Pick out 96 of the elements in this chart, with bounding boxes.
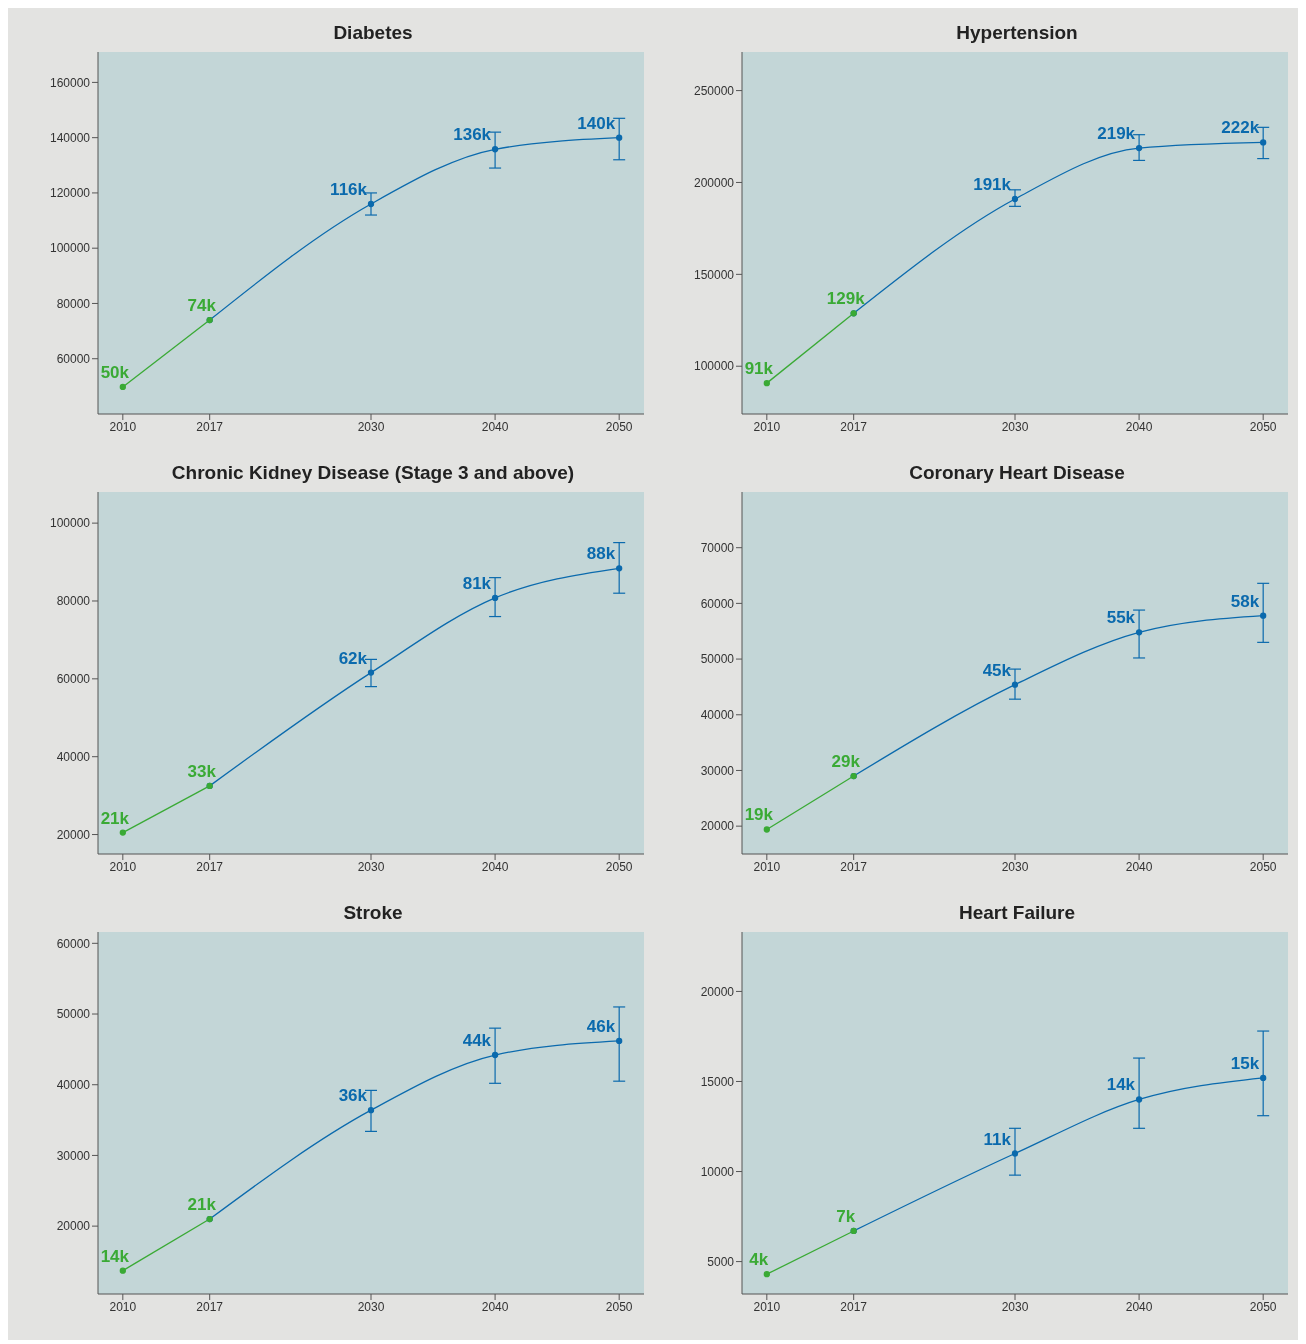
y-tick-label: 140000 [49, 130, 91, 145]
data-label: 46k [586, 1016, 616, 1036]
chart-title: Diabetes [332, 22, 414, 44]
data-label: 4k [749, 1250, 769, 1270]
data-label: 45k [982, 660, 1012, 680]
y-tick-label: 100000 [49, 241, 91, 256]
x-tick-label: 2040 [1125, 419, 1153, 434]
x-tick-label: 2050 [605, 859, 633, 874]
x-tick-label: 2017 [840, 1299, 868, 1314]
x-tick-label: 2017 [196, 1299, 224, 1314]
y-tick-label: 160000 [49, 75, 91, 90]
data-label: 50k [100, 362, 130, 382]
data-label: 222k [1221, 118, 1260, 138]
data-label: 81k [462, 573, 492, 593]
data-label: 19k [744, 805, 774, 825]
data-label: 191k [973, 175, 1012, 195]
x-tick-label: 2017 [196, 859, 224, 874]
x-tick-label: 2030 [1001, 419, 1029, 434]
data-label: 21k [100, 808, 130, 828]
y-tick-label: 50000 [700, 652, 735, 667]
x-tick-label: 2030 [357, 859, 385, 874]
data-label: 55k [1106, 608, 1136, 628]
data-label: 136k [453, 125, 492, 145]
data-label: 33k [187, 761, 217, 781]
data-label: 7k [836, 1206, 856, 1226]
y-tick-label: 80000 [56, 594, 91, 609]
y-tick-label: 50000 [56, 1007, 91, 1022]
chart-title: Chronic Kidney Disease (Stage 3 and above) [170, 462, 576, 484]
data-label: 14k [100, 1246, 130, 1266]
data-label: 219k [1097, 124, 1136, 144]
y-tick-label: 20000 [700, 819, 735, 834]
x-tick-label: 2050 [605, 419, 633, 434]
y-tick-label: 20000 [56, 1219, 91, 1234]
y-tick-label: 100000 [49, 516, 91, 531]
x-tick-label: 2030 [357, 419, 385, 434]
x-tick-label: 2030 [1001, 859, 1029, 874]
y-tick-label: 200000 [693, 175, 735, 190]
data-label: 129k [826, 289, 866, 309]
x-tick-label: 2030 [357, 1299, 385, 1314]
data-label: 88k [586, 544, 616, 564]
x-tick-label: 2040 [1125, 859, 1153, 874]
x-tick-label: 2010 [109, 859, 137, 874]
data-label: 29k [831, 752, 861, 772]
y-tick-label: 100000 [693, 359, 735, 374]
y-tick-label: 40000 [700, 708, 735, 723]
data-label: 14k [1106, 1075, 1136, 1095]
x-tick-label: 2010 [109, 1299, 137, 1314]
data-label: 44k [462, 1031, 492, 1051]
data-label: 91k [744, 359, 774, 379]
y-tick-label: 250000 [693, 83, 735, 98]
data-label: 140k [577, 113, 616, 133]
x-tick-label: 2010 [753, 859, 781, 874]
x-tick-label: 2050 [1249, 1299, 1277, 1314]
y-tick-label: 20000 [700, 984, 735, 999]
y-tick-label: 60000 [56, 351, 91, 366]
chart-title: Hypertension [955, 22, 1079, 44]
x-tick-label: 2010 [109, 419, 137, 434]
x-tick-label: 2010 [753, 419, 781, 434]
y-tick-label: 60000 [700, 596, 735, 611]
y-tick-label: 10000 [700, 1164, 735, 1179]
x-tick-label: 2050 [605, 1299, 633, 1314]
x-tick-label: 2040 [481, 1299, 509, 1314]
chart-title: Heart Failure [957, 902, 1077, 924]
chart-title: Stroke [342, 902, 404, 924]
data-label: 62k [338, 648, 368, 668]
y-tick-label: 30000 [700, 763, 735, 778]
y-tick-label: 40000 [56, 1077, 91, 1092]
data-label: 21k [187, 1195, 217, 1215]
x-tick-label: 2050 [1249, 419, 1277, 434]
y-tick-label: 70000 [700, 540, 735, 555]
data-label: 74k [187, 296, 217, 316]
x-tick-label: 2030 [1001, 1299, 1029, 1314]
y-tick-label: 60000 [56, 672, 91, 687]
y-tick-label: 20000 [56, 827, 91, 842]
y-tick-label: 60000 [56, 936, 91, 951]
data-label: 11k [983, 1129, 1012, 1149]
y-tick-label: 30000 [56, 1148, 91, 1163]
x-tick-label: 2040 [481, 419, 509, 434]
chart-title: Coronary Heart Disease [908, 462, 1126, 484]
data-label: 58k [1230, 591, 1260, 611]
data-label: 15k [1230, 1053, 1260, 1073]
y-tick-label: 120000 [49, 186, 91, 201]
x-tick-label: 2040 [1125, 1299, 1153, 1314]
y-tick-label: 40000 [56, 749, 91, 764]
x-tick-label: 2040 [481, 859, 509, 874]
x-tick-label: 2017 [196, 419, 224, 434]
data-label: 36k [338, 1086, 368, 1106]
y-tick-label: 5000 [707, 1254, 735, 1269]
x-tick-label: 2010 [753, 1299, 781, 1314]
x-tick-label: 2017 [840, 419, 868, 434]
y-tick-label: 15000 [700, 1074, 735, 1089]
x-tick-label: 2017 [840, 859, 868, 874]
x-tick-label: 2050 [1249, 859, 1277, 874]
y-tick-label: 80000 [56, 296, 91, 311]
y-tick-label: 150000 [693, 267, 735, 282]
data-label: 116k [330, 179, 368, 199]
